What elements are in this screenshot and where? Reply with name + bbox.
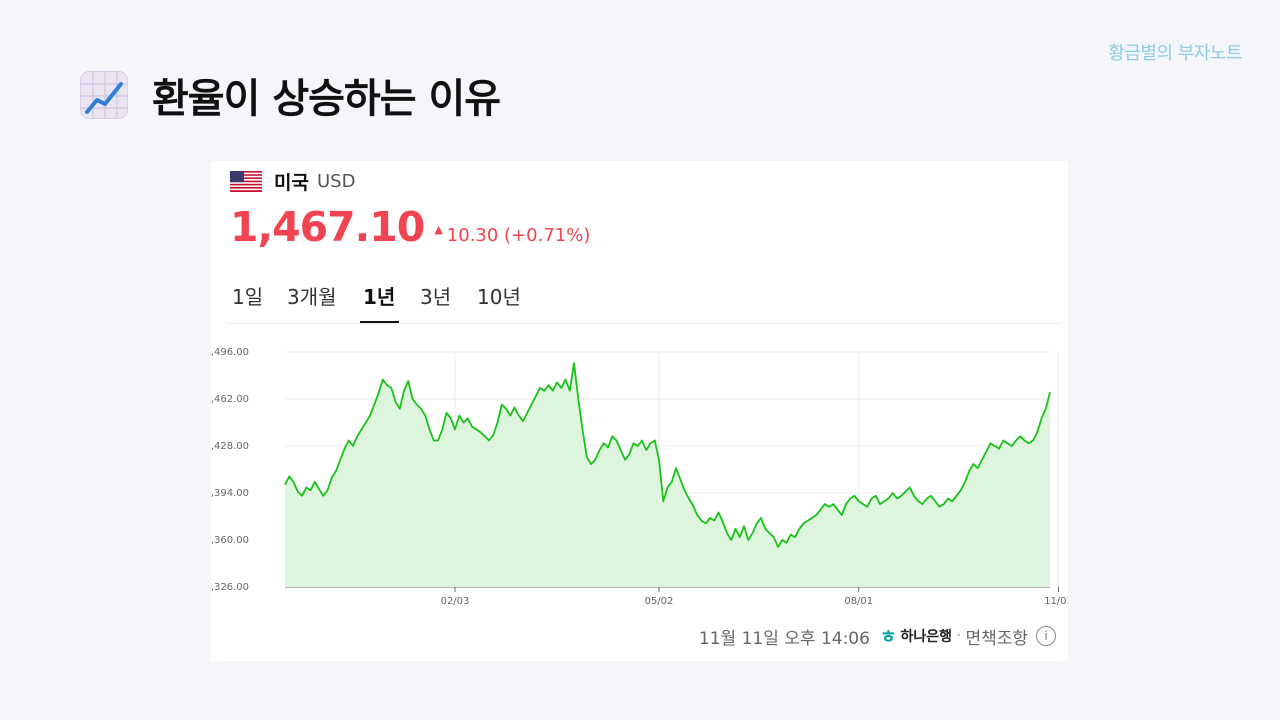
- separator-dot: ·: [956, 626, 962, 646]
- series-line: [284, 362, 1051, 548]
- current-rate: 1,467.10: [230, 203, 425, 251]
- period-tabs: 1일 3개월 1년 3년 10년: [228, 279, 1060, 324]
- rate-chart-svg: 1,496.00 1,462.00 1,428.00 1,394.00 1,360.00…: [204, 347, 1072, 607]
- y-tick-label: 1,496.00: [211, 347, 249, 358]
- tab-3months[interactable]: 3개월: [287, 285, 337, 309]
- bank-logo: ㅎ 하나은행: [880, 623, 952, 649]
- us-flag-icon: [230, 170, 262, 192]
- bank-name: 하나은행: [900, 629, 953, 645]
- tab-1day[interactable]: 1일: [232, 285, 264, 309]
- currency-code: USD: [316, 170, 356, 192]
- area-fill: [285, 363, 1050, 587]
- y-tick-label: 1,394.00: [211, 488, 249, 499]
- tab-10years[interactable]: 10년: [477, 285, 521, 309]
- currency-header: 미국 USD: [230, 169, 356, 194]
- tab-3years[interactable]: 3년: [420, 285, 452, 309]
- x-tick-label: 11/03: [1044, 596, 1068, 607]
- tab-1year[interactable]: 1년: [363, 285, 396, 309]
- y-tick-label: 1,360.00: [211, 535, 249, 546]
- timestamp: 11월 11일 오후 14:06: [698, 628, 870, 649]
- up-arrow-icon: ▲: [434, 223, 443, 236]
- exchange-rate-card: 미국 USD 1,467.10 ▲ 10.30 (+0.71%) 1일 3개월 …: [204, 161, 1073, 661]
- rate-change: 10.30 (+0.71%): [446, 225, 591, 246]
- x-tick-label: 08/01: [844, 596, 873, 607]
- y-tick-label: 1,326.00: [211, 582, 249, 593]
- brand-watermark: 황금별의 부자노트: [1108, 43, 1242, 64]
- y-tick-label: 1,462.00: [211, 394, 249, 405]
- price-row: 1,467.10 ▲ 10.30 (+0.71%): [230, 203, 590, 251]
- hana-bank-icon: ㅎ: [879, 627, 897, 648]
- active-tab-indicator: [360, 321, 399, 323]
- page-header: 환율이 상승하는 이유: [80, 66, 501, 124]
- rate-chart: 1,496.00 1,462.00 1,428.00 1,394.00 1,360.00…: [204, 341, 1072, 615]
- y-tick-label: 1,428.00: [211, 441, 249, 452]
- info-icon[interactable]: i: [1036, 626, 1056, 646]
- chart-increasing-icon: [80, 71, 128, 119]
- x-tick-label: 05/02: [645, 596, 674, 607]
- x-tick-label: 02/03: [441, 596, 470, 607]
- page-title: 환율이 상승하는 이유: [152, 76, 501, 122]
- chart-footer: 11월 11일 오후 14:06 ㅎ 하나은행 · 면책조항 i: [699, 623, 1056, 649]
- country-name: 미국: [274, 171, 309, 194]
- disclaimer-link[interactable]: 면책조항: [965, 628, 1028, 649]
